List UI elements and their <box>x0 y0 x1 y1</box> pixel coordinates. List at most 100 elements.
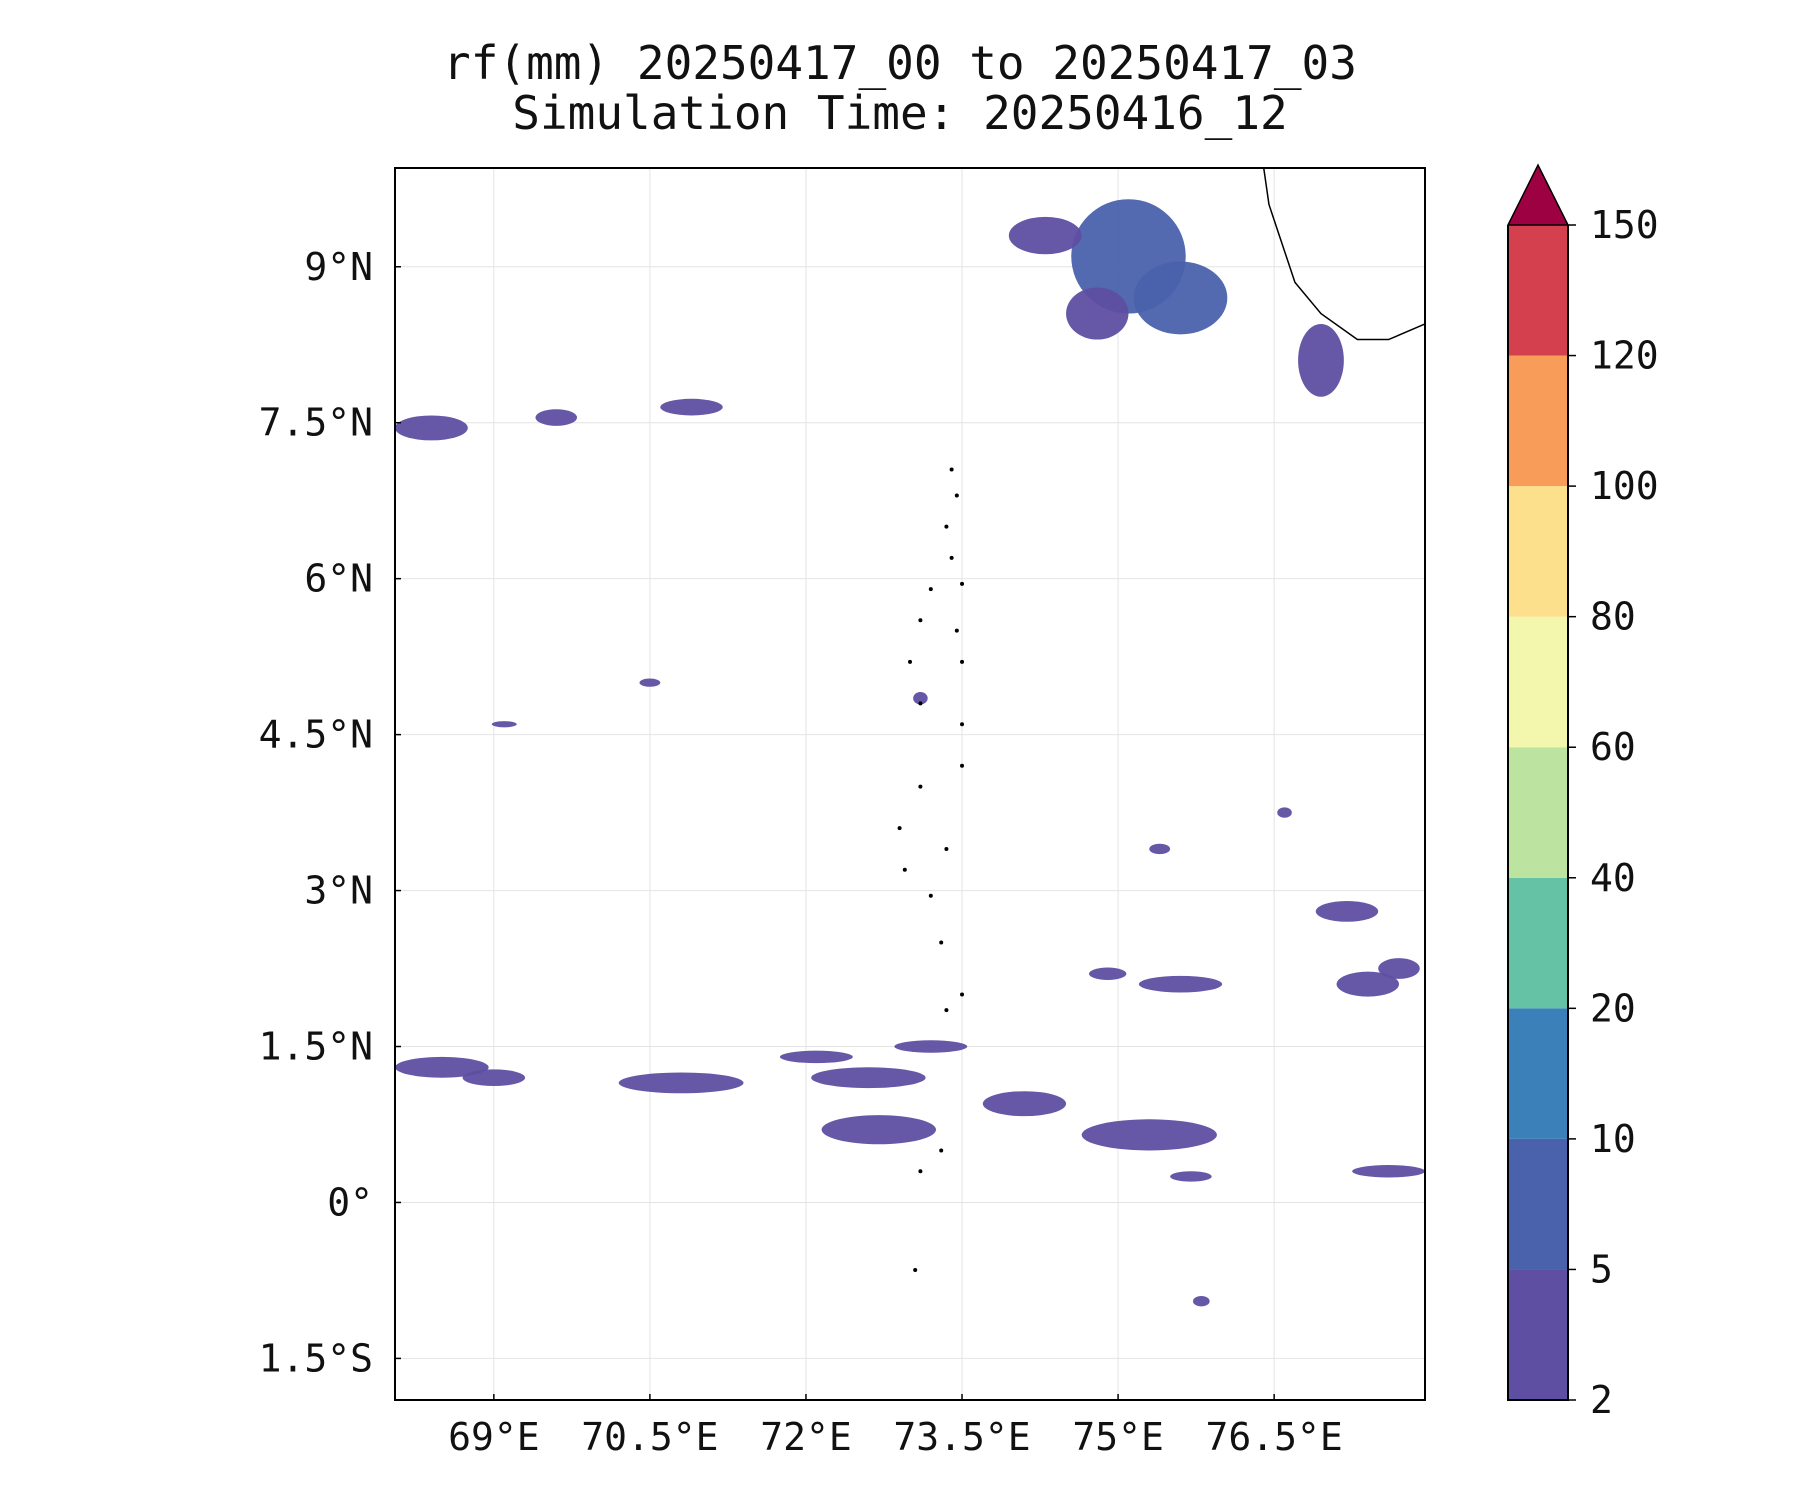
rain-region <box>1192 1296 1210 1307</box>
colorbar-tick-label: 2 <box>1590 1378 1613 1422</box>
colorbar-segment <box>1508 877 1568 1009</box>
atoll-dot <box>960 581 965 586</box>
y-tick-label: 0° <box>327 1180 373 1224</box>
colorbar-tick-label: 150 <box>1590 203 1659 247</box>
atoll-dot <box>944 524 949 529</box>
atoll-dot <box>902 867 907 872</box>
y-tick-label: 6°N <box>304 557 373 601</box>
atoll-dot <box>918 701 923 706</box>
rain-region <box>1170 1171 1212 1182</box>
atoll-dot <box>918 618 923 623</box>
colorbar-tick-label: 60 <box>1590 725 1636 769</box>
atoll-dot <box>960 992 965 997</box>
atoll-dot <box>939 940 944 945</box>
colorbar: 2 5 10 20 40 60 80 100 120 150 <box>1506 163 1659 1422</box>
atoll-dot <box>918 1169 923 1174</box>
rain-region <box>913 691 928 705</box>
y-tick-label: 1.5°S <box>259 1336 373 1380</box>
map-frame <box>394 167 1426 1401</box>
rain-region <box>821 1115 937 1145</box>
rain-region <box>811 1067 926 1089</box>
rain-region <box>462 1069 526 1087</box>
x-tick-label: 73.5°E <box>893 1415 1030 1459</box>
atoll-dot <box>944 1008 949 1013</box>
atoll-dot <box>944 846 949 851</box>
atoll-dot <box>960 722 965 727</box>
rain-region <box>779 1050 853 1064</box>
rain-region <box>1298 323 1344 397</box>
y-tick-label: 7.5°N <box>259 401 373 445</box>
atoll-dot <box>949 555 954 560</box>
atoll-dot <box>949 467 954 472</box>
rain-region <box>660 398 723 416</box>
rain-region <box>639 678 661 687</box>
rain-region <box>1149 843 1171 855</box>
colorbar-segment <box>1508 225 1568 356</box>
x-tick-label: 69°E <box>448 1415 540 1459</box>
colorbar-extend-triangle <box>1506 163 1570 226</box>
colorbar-tick-label: 20 <box>1590 986 1636 1030</box>
y-axis-ticks: 1.5°S 0° 1.5°N 3°N 4.5°N 6°N 7.5°N 9°N <box>259 245 401 1380</box>
chart-title-line1: rf(mm) 20250417_00 to 20250417_03 <box>443 36 1357 90</box>
rain-region <box>491 721 517 728</box>
rain-region <box>1138 975 1223 993</box>
rain-region <box>1133 261 1228 335</box>
atoll-dot <box>918 784 923 789</box>
x-tick-label: 72°E <box>760 1415 852 1459</box>
colorbar-segment <box>1508 1138 1568 1270</box>
y-tick-label: 4.5°N <box>259 713 373 757</box>
atoll-dot <box>908 659 912 664</box>
coastlines <box>897 168 1425 1273</box>
rain-region <box>1336 971 1399 997</box>
colorbar-tick-label: 100 <box>1590 464 1659 508</box>
rain-region <box>1066 287 1129 340</box>
rain-region <box>1315 900 1379 922</box>
rain-region <box>1008 216 1082 255</box>
rain-region <box>395 415 468 441</box>
x-axis-ticks: 69°E 70.5°E 72°E 73.5°E 75°E 76.5°E <box>448 1394 1343 1459</box>
atoll-dot <box>960 659 965 664</box>
y-tick-label: 1.5°N <box>259 1025 373 1069</box>
x-tick-label: 70.5°E <box>581 1415 718 1459</box>
rain-region <box>982 1091 1067 1117</box>
rain-region <box>894 1040 968 1053</box>
colorbar-segment <box>1508 486 1568 617</box>
colorbar-segment <box>1508 355 1568 487</box>
india-coastline <box>1262 168 1425 341</box>
rain-region <box>1081 1119 1217 1151</box>
atoll-dot <box>897 826 902 831</box>
colorbar-segment <box>1508 1269 1568 1400</box>
atoll-dot <box>954 628 959 633</box>
atoll-dot <box>939 1148 944 1153</box>
gridlines <box>395 168 1425 1400</box>
atoll-dot <box>928 587 933 592</box>
y-tick-label: 9°N <box>304 245 373 289</box>
colorbar-segment <box>1508 616 1568 748</box>
atoll-dot <box>913 1268 918 1273</box>
colorbar-tick-label: 5 <box>1590 1247 1613 1291</box>
rain-region <box>535 409 578 426</box>
rainfall-contours <box>395 199 1425 1307</box>
rain-region <box>1277 807 1292 818</box>
rain-region <box>395 1056 489 1078</box>
colorbar-tick-label: 120 <box>1590 334 1659 378</box>
y-tick-label: 3°N <box>304 869 373 913</box>
colorbar-segment <box>1508 747 1568 878</box>
chart-title-line2: Simulation Time: 20250416_12 <box>512 86 1288 140</box>
atoll-dot <box>960 763 965 768</box>
colorbar-segment <box>1508 1008 1568 1139</box>
rain-region <box>1378 958 1420 979</box>
rain-region <box>1088 967 1127 980</box>
atoll-dot <box>954 493 959 498</box>
colorbar-outline <box>1507 225 1569 1401</box>
rain-region <box>1352 1165 1425 1178</box>
x-tick-label: 76.5°E <box>1206 1415 1343 1459</box>
colorbar-tick-label: 80 <box>1590 595 1636 639</box>
x-tick-label: 75°E <box>1072 1415 1164 1459</box>
rain-region <box>618 1072 744 1094</box>
colorbar-tick-label: 40 <box>1590 856 1636 900</box>
atoll-dot <box>928 893 933 898</box>
colorbar-tick-label: 10 <box>1590 1117 1636 1161</box>
